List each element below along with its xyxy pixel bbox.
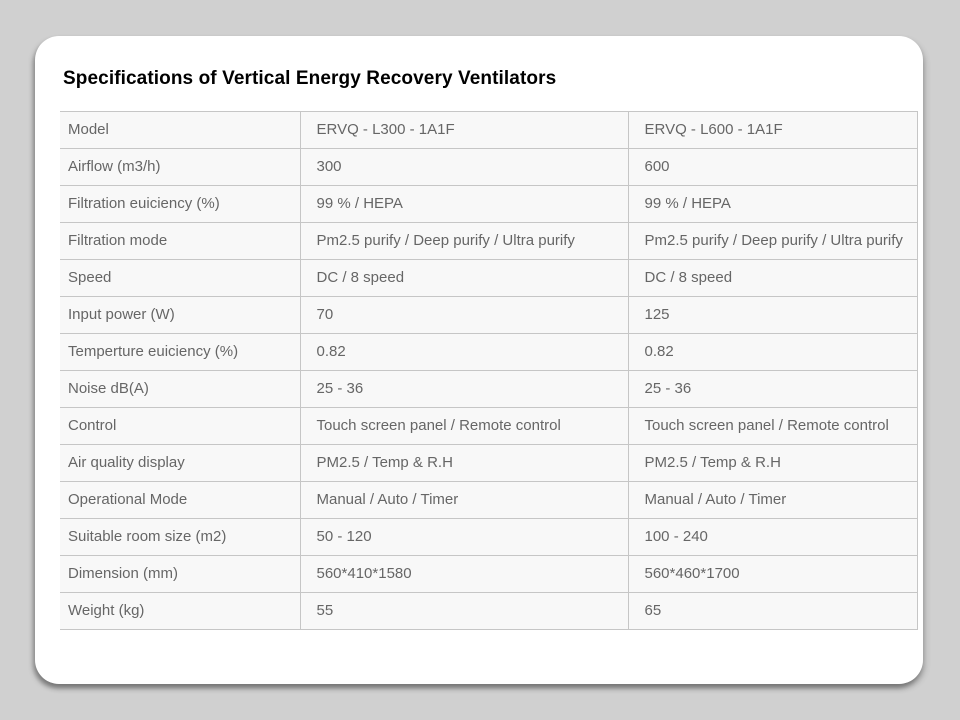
spec-value-cell: Manual / Auto / Timer <box>627 481 918 519</box>
spec-label-cell: Model <box>60 111 301 149</box>
specifications-table-body: Model ERVQ - L300 - 1A1F ERVQ - L600 - 1A1… <box>60 111 918 630</box>
spec-value-cell: PM2.5 / Temp & R.H <box>627 444 918 482</box>
table-row: Operational Mode Manual / Auto / Timer Man… <box>60 481 918 519</box>
spec-label-cell: Dimension (mm) <box>60 555 301 593</box>
spec-label-cell: Operational Mode <box>60 481 301 519</box>
spec-label-cell: Filtration mode <box>60 222 301 260</box>
spec-value-cell: DC / 8 speed <box>299 259 629 297</box>
table-row: Air quality display PM2.5 / Temp & R.H PM2… <box>60 444 918 482</box>
spec-label-cell: Airflow (m3/h) <box>60 148 301 186</box>
table-row: Noise dB(A) 25 - 36 25 - 36 <box>60 370 918 408</box>
table-row: Temperture euiciency (%) 0.82 0.82 <box>60 333 918 371</box>
spec-value-cell: 99 % / HEPA <box>299 185 629 223</box>
spec-value-cell: Pm2.5 purify / Deep purify / Ultra purif… <box>299 222 629 260</box>
spec-value-cell: PM2.5 / Temp & R.H <box>299 444 629 482</box>
spec-label-cell: Weight (kg) <box>60 592 301 630</box>
spec-value-cell: DC / 8 speed <box>627 259 918 297</box>
spec-value-cell: Touch screen panel / Remote control <box>299 407 629 445</box>
spec-value-cell: Manual / Auto / Timer <box>299 481 629 519</box>
spec-value-cell: 55 <box>299 592 629 630</box>
spec-value-cell: ERVQ - L300 - 1A1F <box>299 111 629 149</box>
table-row: Model ERVQ - L300 - 1A1F ERVQ - L600 - 1A1… <box>60 111 918 149</box>
table-row: Filtration euiciency (%) 99 % / HEPA 99 % … <box>60 185 918 223</box>
spec-value-cell: 0.82 <box>627 333 918 371</box>
table-row: Filtration mode Pm2.5 purify / Deep purif… <box>60 222 918 260</box>
spec-value-cell: ERVQ - L600 - 1A1F <box>627 111 918 149</box>
spec-value-cell: Pm2.5 purify / Deep purify / Ultra purif… <box>627 222 918 260</box>
spec-value-cell: 100 - 240 <box>627 518 918 556</box>
specifications-table: Model ERVQ - L300 - 1A1F ERVQ - L600 - 1A1… <box>60 111 918 630</box>
spec-value-cell: 65 <box>627 592 918 630</box>
spec-value-cell: 70 <box>299 296 629 334</box>
spec-value-cell: 25 - 36 <box>299 370 629 408</box>
spec-value-cell: 50 - 120 <box>299 518 629 556</box>
spec-label-cell: Air quality display <box>60 444 301 482</box>
spec-label-cell: Filtration euiciency (%) <box>60 185 301 223</box>
spec-value-cell: 0.82 <box>299 333 629 371</box>
spec-value-cell: 300 <box>299 148 629 186</box>
table-row: Weight (kg) 55 65 <box>60 592 918 630</box>
table-row: Suitable room size (m2) 50 - 120 100 - 240 <box>60 518 918 556</box>
slide-card: Specifications of Vertical Energy Recove… <box>35 36 923 684</box>
spec-label-cell: Temperture euiciency (%) <box>60 333 301 371</box>
spec-value-cell: 25 - 36 <box>627 370 918 408</box>
table-row: Speed DC / 8 speed DC / 8 speed <box>60 259 918 297</box>
spec-label-cell: Suitable room size (m2) <box>60 518 301 556</box>
table-row: Control Touch screen panel / Remote contr… <box>60 407 918 445</box>
table-row: Airflow (m3/h) 300 600 <box>60 148 918 186</box>
spec-value-cell: 99 % / HEPA <box>627 185 918 223</box>
table-row: Input power (W) 70 125 <box>60 296 918 334</box>
spec-label-cell: Speed <box>60 259 301 297</box>
spec-label-cell: Noise dB(A) <box>60 370 301 408</box>
spec-label-cell: Control <box>60 407 301 445</box>
table-row: Dimension (mm) 560*410*1580 560*460*1700 <box>60 555 918 593</box>
spec-value-cell: 560*410*1580 <box>299 555 629 593</box>
spec-value-cell: 560*460*1700 <box>627 555 918 593</box>
spec-label-cell: Input power (W) <box>60 296 301 334</box>
spec-value-cell: Touch screen panel / Remote control <box>627 407 918 445</box>
page-title: Specifications of Vertical Energy Recove… <box>63 68 557 89</box>
spec-value-cell: 125 <box>627 296 918 334</box>
spec-value-cell: 600 <box>627 148 918 186</box>
